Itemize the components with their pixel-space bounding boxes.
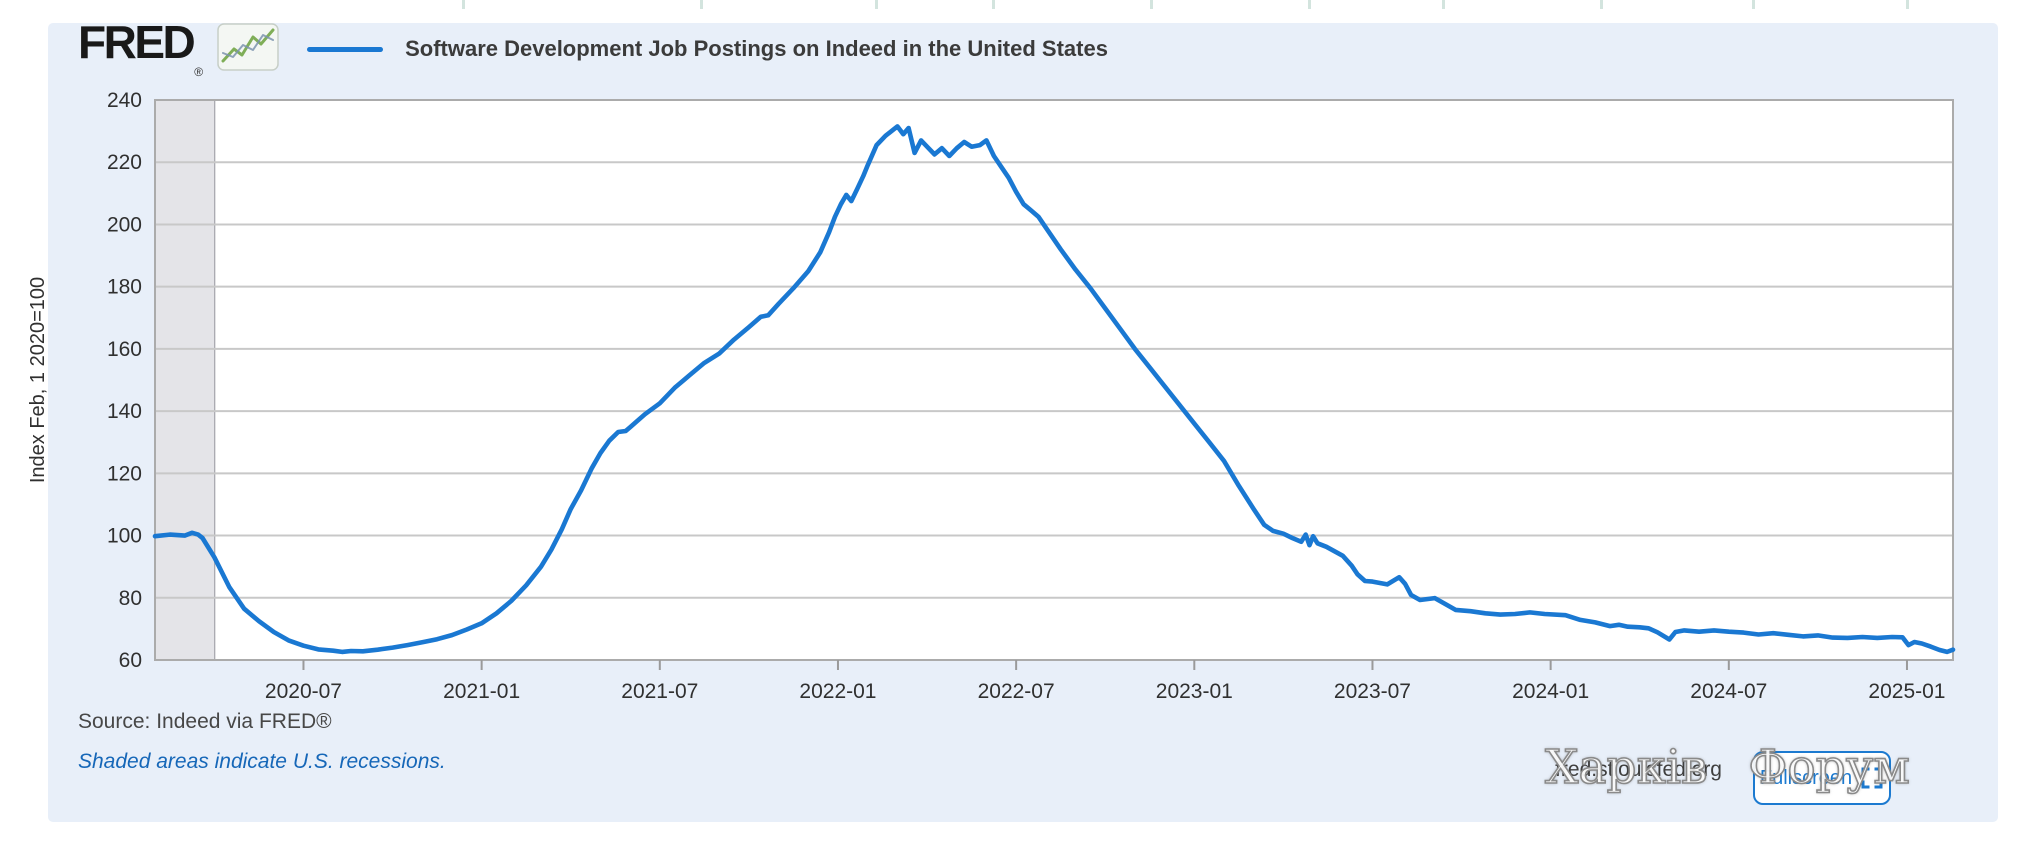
x-tick-label-2022-01: 2022-01 (799, 680, 876, 703)
top-ruler-tick (1442, 0, 1445, 9)
x-tick-label-2023-07: 2023-07 (1334, 680, 1411, 703)
y-tick-label-180: 180 (107, 276, 142, 299)
y-tick-label-200: 200 (107, 213, 142, 236)
fred-sparkline-icon (217, 22, 279, 76)
x-tick-label-2020-07: 2020-07 (265, 680, 342, 703)
fullscreen-button[interactable]: Fullscreen (1753, 751, 1891, 805)
x-tick-label-2024-07: 2024-07 (1690, 680, 1767, 703)
y-tick-label-60: 60 (119, 649, 142, 672)
fred-logo: FRED® (78, 19, 203, 79)
top-ruler-tick (1906, 0, 1909, 9)
x-tick-label-2021-07: 2021-07 (621, 680, 698, 703)
top-ruler-tick (1308, 0, 1311, 9)
x-tick-label-2022-07: 2022-07 (978, 680, 1055, 703)
recessions-note-link[interactable]: Shaded areas indicate U.S. recessions. (78, 750, 446, 773)
top-ruler-tick (1752, 0, 1755, 9)
y-tick-label-160: 160 (107, 338, 142, 361)
y-tick-label-120: 120 (107, 462, 142, 485)
fullscreen-button-label: Fullscreen (1759, 766, 1853, 789)
data-line[interactable] (152, 124, 1956, 655)
y-tick-label-140: 140 (107, 400, 142, 423)
fullscreen-icon (1861, 767, 1883, 789)
x-tick-label-2025-01: 2025-01 (1868, 680, 1945, 703)
top-ruler-tick (700, 0, 703, 9)
x-tick-label-2023-01: 2023-01 (1156, 680, 1233, 703)
source-text: Source: Indeed via FRED® (78, 710, 332, 733)
top-ruler-tick (1600, 0, 1603, 9)
top-ruler-tick (462, 0, 465, 9)
fred-site-link[interactable]: fred.stlouisfed.org (1555, 758, 1722, 781)
plot-background (155, 100, 1953, 660)
y-tick-label-240: 240 (107, 89, 142, 112)
y-tick-label-100: 100 (107, 525, 142, 548)
fred-logo-text: FRED (78, 16, 196, 68)
plot-border (154, 99, 1954, 661)
y-tick-label-80: 80 (119, 587, 142, 610)
chart-header: FRED® Software Development Job Postings … (78, 19, 1108, 79)
recession-band (155, 100, 215, 660)
y-axis-title: Index Feb, 1 2020=100 (27, 277, 49, 483)
series-title: Software Development Job Postings on Ind… (405, 36, 1108, 61)
y-tick-label-220: 220 (107, 151, 142, 174)
top-ruler-tick (992, 0, 995, 9)
x-tick-label-2021-01: 2021-01 (443, 680, 520, 703)
top-ruler-tick (1150, 0, 1153, 9)
x-tick-label-2024-01: 2024-01 (1512, 680, 1589, 703)
fred-logo-registered-mark: ® (194, 65, 204, 79)
top-ruler-tick (875, 0, 878, 9)
series-legend-line-swatch (307, 46, 384, 52)
